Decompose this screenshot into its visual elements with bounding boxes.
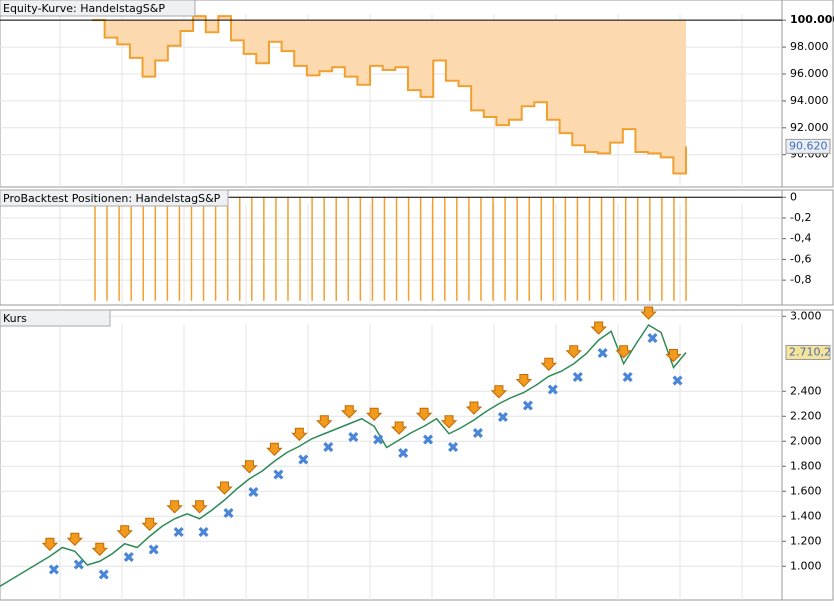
buy-cross: ✖ [422,431,435,449]
y-tick-label: 1.200 [790,534,822,547]
sell-arrow [216,481,233,495]
sell-arrow [41,537,59,551]
buy-cross: ✖ [48,561,61,579]
buy-cross: ✖ [297,451,310,469]
buy-cross: ✖ [596,345,609,363]
y-tick-label: -0,2 [790,211,811,224]
price-line [0,323,687,587]
y-tick-label: -0,4 [790,232,811,245]
sell-arrow [515,374,533,388]
y-tick-label: 92.000 [790,121,829,134]
sell-arrow [390,421,408,435]
buy-cross: ✖ [571,368,584,386]
buy-cross: ✖ [247,483,260,501]
panel-frame [0,309,834,601]
y-tick-label: 0 [790,190,797,203]
buy-cross: ✖ [222,505,235,523]
equity-area [92,16,686,174]
last-value-box [785,138,831,154]
buy-cross: ✖ [547,381,560,399]
buy-cross: ✖ [397,445,410,463]
y-tick-label: 2.200 [790,409,822,422]
y-tick-label: 2.400 [790,384,822,397]
sell-arrow [565,345,582,359]
buy-cross: ✖ [497,408,510,426]
sell-arrow [166,500,183,514]
buy-cross: ✖ [522,397,535,415]
y-tick-label: 98.000 [790,40,829,53]
panel-header [0,189,229,207]
buy-cross: ✖ [197,523,210,541]
y-tick-label: 94.000 [790,94,829,107]
sell-arrow [490,385,508,399]
last-value-box [785,344,831,360]
buy-cross: ✖ [447,438,460,456]
sell-arrow [440,415,458,429]
sell-arrow [291,427,308,441]
sell-arrow [341,405,358,419]
buy-cross: ✖ [272,466,285,484]
y-tick-label: 96.000 [790,67,829,80]
sell-arrow [191,500,208,514]
sell-arrow [415,407,433,421]
y-tick-label: 3.000 [790,309,822,322]
sell-arrow [266,442,283,456]
y-tick-label: 1.800 [790,459,822,472]
y-tick-label: 1.600 [790,484,822,497]
buy-cross: ✖ [671,372,684,390]
last-value-label: 90.620 [789,139,828,152]
sell-arrow [365,407,383,421]
sell-arrow [241,460,258,474]
sell-arrow [640,306,657,320]
sell-arrow [590,321,607,335]
y-tick-label: 2.000 [790,434,822,447]
y-tick-label: 1.400 [790,509,822,522]
panel-title: Kurs [3,312,27,325]
sell-arrow [465,401,483,415]
panel-title: Equity-Kurve: HandelstagS&P [3,2,165,15]
buy-cross: ✖ [73,556,86,574]
sell-arrow [665,349,682,363]
buy-cross: ✖ [646,330,659,348]
y-tick-label: -0,8 [790,273,811,286]
buy-cross: ✖ [322,438,335,456]
sell-arrow [540,357,558,371]
buy-cross: ✖ [372,431,385,449]
buy-cross: ✖ [347,428,360,446]
panel-frame [0,189,834,306]
sell-arrow [316,415,333,429]
buy-cross: ✖ [97,566,110,584]
panel-header [0,309,111,327]
sell-arrow [141,517,158,531]
y-tick-label: 100.000 [790,13,834,26]
panel-title: ProBacktest Positionen: HandelstagS&P [3,192,221,205]
buy-cross: ✖ [122,548,135,566]
buy-cross: ✖ [172,523,185,541]
last-value-label: 2.710,2 [789,345,831,358]
buy-cross: ✖ [621,368,634,386]
sell-arrow [615,345,632,359]
sell-arrow [116,525,133,539]
equity-line [92,15,687,175]
panel-header [0,0,196,17]
y-tick-label: -0,6 [790,252,811,265]
sell-arrow [91,542,108,556]
sell-arrow [66,532,84,546]
y-tick-label: 1.000 [790,559,822,572]
buy-cross: ✖ [147,541,160,559]
buy-cross: ✖ [472,425,485,443]
